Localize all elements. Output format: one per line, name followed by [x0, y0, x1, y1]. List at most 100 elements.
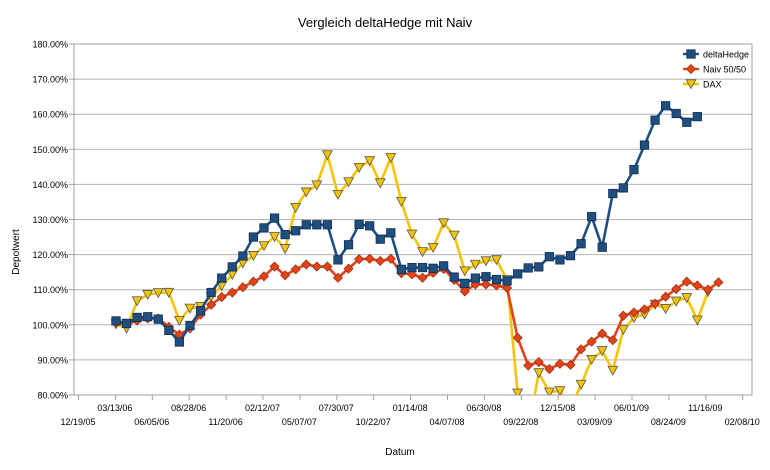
point-deltahedge	[121, 318, 132, 328]
point-dax	[512, 388, 524, 395]
x-tick-label: 06/01/09	[614, 403, 649, 413]
point-dax	[491, 255, 502, 266]
point-deltahedge	[682, 117, 692, 127]
y-tick-label: 150.00%	[32, 145, 68, 155]
point-naiv	[685, 63, 697, 75]
point-dax	[533, 368, 545, 379]
plot-frame	[73, 43, 753, 396]
point-dax	[543, 387, 555, 395]
point-naiv	[332, 272, 344, 283]
point-deltahedge	[365, 221, 375, 231]
y-tick-label: 100.00%	[32, 320, 68, 330]
point-deltahedge	[513, 269, 523, 279]
point-dax	[332, 189, 344, 201]
point-deltahedge	[587, 212, 597, 222]
point-dax	[142, 290, 154, 301]
point-naiv	[628, 307, 639, 318]
point-deltahedge	[322, 220, 333, 230]
point-naiv	[311, 261, 322, 272]
point-deltahedge	[185, 320, 195, 331]
point-naiv	[375, 255, 386, 266]
point-deltahedge	[227, 262, 237, 272]
point-naiv	[523, 360, 534, 371]
y-tick-label: 110.00%	[33, 285, 68, 295]
point-deltahedge	[280, 229, 290, 240]
series-dax	[110, 150, 714, 395]
line-naiv-50-50	[115, 257, 720, 371]
point-naiv	[290, 264, 301, 275]
point-dax	[427, 242, 439, 254]
point-naiv	[354, 254, 365, 265]
x-tick-label: 08/24/09	[651, 417, 686, 427]
point-deltahedge	[639, 140, 650, 150]
point-deltahedge	[470, 273, 480, 283]
point-dax	[311, 180, 323, 191]
point-dax	[586, 354, 598, 365]
y-tick-label: 120.00%	[32, 250, 68, 260]
point-naiv	[364, 253, 375, 264]
point-naiv	[480, 279, 492, 290]
point-deltahedge	[153, 314, 163, 324]
point-deltahedge	[248, 232, 259, 242]
point-dax	[279, 244, 291, 255]
x-tick-label: 11/16/09	[688, 403, 722, 413]
point-naiv	[512, 332, 523, 343]
point-naiv	[343, 263, 354, 274]
y-tick-label: 80.00%	[37, 391, 68, 401]
point-deltahedge	[195, 306, 206, 316]
point-dax	[364, 156, 376, 167]
point-deltahedge	[132, 312, 142, 323]
point-deltahedge	[396, 264, 406, 274]
x-tick-label: 11/20/06	[208, 417, 242, 427]
point-dax	[596, 346, 608, 357]
line-dax	[115, 153, 710, 395]
point-dax	[152, 288, 164, 299]
x-tick-label: 07/30/07	[319, 403, 354, 413]
point-naiv	[227, 287, 238, 298]
series-deltahedge	[111, 101, 702, 347]
point-deltahedge	[238, 251, 248, 261]
point-naiv	[586, 336, 597, 347]
y-ticks: 80.00% 90.00% 100.00% 110.00% 120.00% 130.00%…	[32, 40, 74, 401]
point-dax	[269, 232, 281, 243]
x-tick-label: 03/09/09	[577, 417, 612, 427]
x-tick-label: 09/22/08	[503, 417, 538, 427]
point-dax	[681, 293, 693, 304]
point-deltahedge	[686, 49, 696, 59]
y-axis-label: Depotwert	[11, 229, 22, 275]
point-deltahedge	[354, 219, 364, 230]
point-naiv	[650, 298, 661, 309]
x-tick-label: 12/19/05	[60, 417, 95, 427]
y-tick-label: 160.00%	[32, 110, 68, 120]
point-naiv	[417, 272, 428, 283]
x-tick-label: 03/13/06	[97, 403, 132, 413]
point-naiv	[385, 253, 396, 264]
point-dax	[163, 287, 175, 298]
x-tick-label: 06/30/08	[466, 403, 501, 413]
point-deltahedge	[618, 183, 628, 193]
point-naiv	[607, 335, 618, 346]
point-dax	[173, 315, 185, 327]
point-dax	[131, 296, 143, 307]
point-dax	[417, 247, 429, 258]
point-deltahedge	[544, 252, 554, 262]
point-deltahedge	[407, 262, 417, 273]
point-deltahedge	[291, 226, 301, 236]
point-deltahedge	[217, 273, 227, 283]
point-deltahedge	[386, 228, 396, 238]
point-dax	[353, 162, 365, 173]
point-deltahedge	[523, 263, 533, 273]
point-dax	[685, 79, 697, 90]
chart-title: Vergleich deltaHedge mit Naiv	[298, 15, 473, 30]
point-naiv	[618, 310, 629, 321]
y-tick-label: 130.00%	[32, 215, 68, 225]
point-deltahedge	[164, 325, 174, 336]
point-deltahedge	[671, 108, 681, 119]
point-deltahedge	[312, 220, 322, 230]
point-deltahedge	[661, 101, 671, 111]
point-deltahedge	[534, 262, 544, 272]
x-tick-label: 02/12/07	[245, 403, 280, 413]
point-naiv	[248, 276, 259, 287]
point-naiv	[544, 363, 555, 375]
series-layer	[110, 101, 724, 395]
